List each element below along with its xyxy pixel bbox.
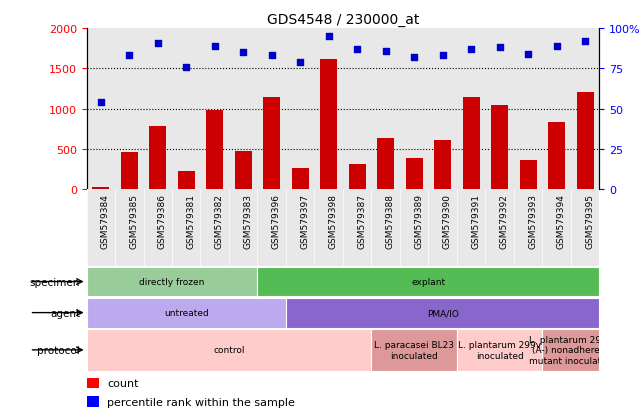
Bar [87, 298, 286, 328]
Point [210, 43, 220, 50]
Text: GSM579392: GSM579392 [499, 194, 508, 249]
Point [96, 100, 106, 106]
Text: GSM579385: GSM579385 [129, 194, 138, 249]
Text: L. plantarum 299v
inoculated: L. plantarum 299v inoculated [458, 340, 541, 360]
Text: GSM579393: GSM579393 [528, 194, 537, 249]
Bar [377, 138, 394, 190]
Point [238, 50, 248, 56]
Text: GSM579397: GSM579397 [300, 194, 309, 249]
Point [295, 59, 305, 66]
Text: GSM579395: GSM579395 [585, 194, 594, 249]
Bar [292, 169, 309, 190]
Point [523, 51, 533, 58]
Text: protocol: protocol [37, 345, 80, 355]
Point [580, 38, 590, 45]
Bar [406, 159, 422, 190]
Bar [457, 329, 542, 371]
Bar [263, 97, 280, 190]
Point [124, 53, 135, 59]
Bar [463, 98, 479, 190]
Bar [87, 267, 258, 297]
Bar [434, 141, 451, 190]
Point [267, 53, 277, 59]
Text: GSM579386: GSM579386 [158, 194, 167, 249]
Text: GSM579396: GSM579396 [272, 194, 281, 249]
Bar [92, 188, 110, 190]
Text: control: control [213, 346, 245, 354]
Point [438, 53, 448, 59]
Title: GDS4548 / 230000_at: GDS4548 / 230000_at [267, 12, 419, 26]
Text: agent: agent [50, 308, 80, 318]
Text: GSM579384: GSM579384 [101, 194, 110, 249]
Bar [542, 329, 599, 371]
Bar [235, 152, 252, 190]
Bar [206, 111, 223, 190]
Text: GSM579382: GSM579382 [215, 194, 224, 249]
Point [153, 40, 163, 47]
Point [466, 47, 476, 53]
Bar [258, 267, 599, 297]
Bar [548, 122, 565, 190]
Text: L. plantarum 299v
(A-) nonadherent
mutant inoculated: L. plantarum 299v (A-) nonadherent mutan… [529, 335, 613, 365]
Text: GSM579388: GSM579388 [386, 194, 395, 249]
Bar [87, 329, 371, 371]
Bar [178, 171, 195, 190]
Text: count: count [107, 378, 138, 388]
Text: untreated: untreated [164, 309, 208, 317]
Point [181, 64, 192, 71]
Point [324, 33, 334, 40]
Text: explant: explant [412, 278, 445, 286]
Text: directly frozen: directly frozen [139, 278, 204, 286]
Bar [286, 298, 599, 328]
Text: GSM579390: GSM579390 [443, 194, 452, 249]
Text: GSM579387: GSM579387 [357, 194, 366, 249]
Text: percentile rank within the sample: percentile rank within the sample [107, 397, 295, 407]
Text: PMA/IO: PMA/IO [427, 309, 458, 317]
Point [551, 43, 562, 50]
Bar [121, 153, 138, 190]
Bar [371, 329, 457, 371]
Point [381, 48, 391, 55]
Text: GSM579383: GSM579383 [243, 194, 252, 249]
Text: GSM579391: GSM579391 [471, 194, 480, 249]
Bar [87, 378, 99, 388]
Bar [320, 59, 337, 190]
Bar [87, 396, 99, 407]
Text: L. paracasei BL23
inoculated: L. paracasei BL23 inoculated [374, 340, 454, 360]
Text: GSM579389: GSM579389 [414, 194, 423, 249]
Text: specimen: specimen [29, 277, 80, 287]
Text: GSM579398: GSM579398 [329, 194, 338, 249]
Point [409, 55, 419, 61]
Text: GSM579394: GSM579394 [556, 194, 565, 249]
Bar [149, 126, 166, 190]
Point [352, 47, 362, 53]
Bar [576, 93, 594, 190]
Text: GSM579381: GSM579381 [187, 194, 196, 249]
Bar [520, 160, 537, 190]
Bar [349, 165, 366, 190]
Bar [491, 106, 508, 190]
Point [494, 45, 504, 52]
